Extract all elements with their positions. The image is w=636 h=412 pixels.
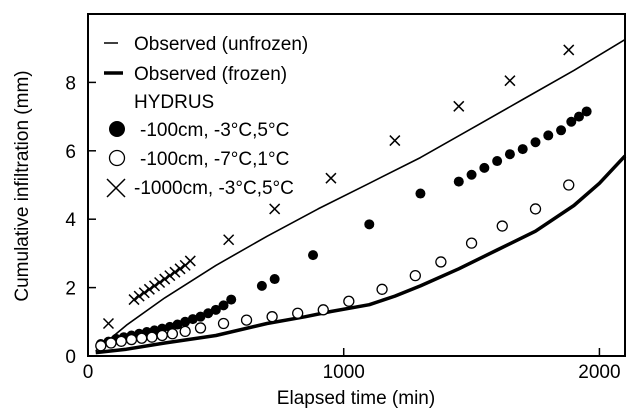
series-4-point [217,317,230,330]
series-4-point [125,333,138,346]
series-4-point [496,220,508,232]
legend-swatch-sim1 [109,121,125,137]
legend: Observed (unfrozen) Observed (frozen) HY… [104,34,308,199]
series-4-point [156,329,168,342]
y-tick-label: 8 [65,73,76,94]
x-tick-label: 1000 [323,362,365,383]
legend-label-frozen: Observed (frozen) [134,64,287,85]
y-tick-label: 4 [65,210,76,231]
series-5-point [223,234,235,246]
series-3-point [172,319,183,330]
series-4-point [529,203,542,215]
series-3-point [453,176,464,187]
y-axis-label: Cumulative infiltration (mm) [12,70,33,301]
series-4-point [435,256,447,268]
series-4-point [343,295,355,307]
series-5-point [128,294,140,306]
series-3-point [504,149,515,160]
series-5-point [154,276,166,289]
series-3-point [226,294,237,305]
series-3-point [210,304,221,315]
axes: 0 1000 2000 0 2 4 6 8 [65,73,620,383]
series-5-point [504,75,516,87]
legend-label-sim2: -100cm, -7°C,1°C [140,149,289,170]
series-1-line [95,38,626,352]
series-3-point [256,280,267,291]
x-tick-label: 2000 [578,362,620,383]
series-5-point [563,44,575,56]
series-5-point [184,255,196,267]
series-4-point [240,314,253,326]
series-4-point [266,311,278,323]
legend-label-sim3: -1000cm, -3°C,5°C [134,178,294,199]
series-4-point [194,322,207,334]
series-5-point [133,290,145,302]
series-3-point [566,116,577,127]
series-3-point [203,308,214,319]
series-4-point [166,328,179,340]
plot-frame [87,13,626,357]
series-5-point [325,172,337,184]
x-axis-label: Elapsed time (min) [277,388,435,409]
series-5-point [174,263,186,275]
series-4-point [376,283,388,295]
series-4-point [292,307,304,319]
series-4-point [409,269,421,282]
series-4-point [563,179,575,191]
series-4-point [465,237,478,249]
series-5-point [138,287,150,299]
series-5-point [164,270,176,282]
legend-label-sim1: -100cm, -3°C,5°C [140,120,289,141]
series-5-point [169,266,181,278]
series-3-point [530,137,541,148]
series-4-point [179,325,191,338]
series-5-point [453,100,465,112]
series-4-point [105,337,117,349]
series-3-point [218,300,229,311]
series-3-point [556,125,567,136]
series-3-point [543,130,554,141]
series-4-point [95,340,107,352]
legend-label-unfrozen: Observed (unfrozen) [134,34,308,55]
chart-marks [95,38,627,355]
series-3-point [573,111,584,122]
series-4-point [115,335,127,347]
y-tick-label: 0 [65,347,76,368]
series-5-point [389,135,401,147]
series-3-point [517,144,528,155]
series-3-point [180,316,191,327]
x-tick-label: 0 [83,362,94,383]
series-3-point [308,250,319,261]
series-4-point [136,332,148,344]
series-5-point [143,283,155,295]
series-5-point [148,280,161,292]
series-4-point [317,304,329,316]
series-3-point [415,188,426,199]
series-3-point [492,156,503,167]
series-3-point [269,274,280,285]
legend-heading-hydrus: HYDRUS [134,92,214,113]
y-tick-label: 6 [65,142,76,163]
series-5-point [269,203,281,215]
series-3-point [195,311,206,322]
series-3-point [581,106,592,117]
series-2-line [95,154,627,355]
series-4-point [146,331,158,343]
series-3-point [479,162,490,173]
series-5-point [159,273,171,285]
series-5-point [102,317,114,330]
y-tick-label: 2 [65,279,76,300]
series-3-point [187,314,198,325]
legend-swatch-sim2 [108,149,126,167]
series-3-point [466,169,477,180]
legend-swatch-sim3 [106,178,126,198]
series-3-point [364,219,375,230]
